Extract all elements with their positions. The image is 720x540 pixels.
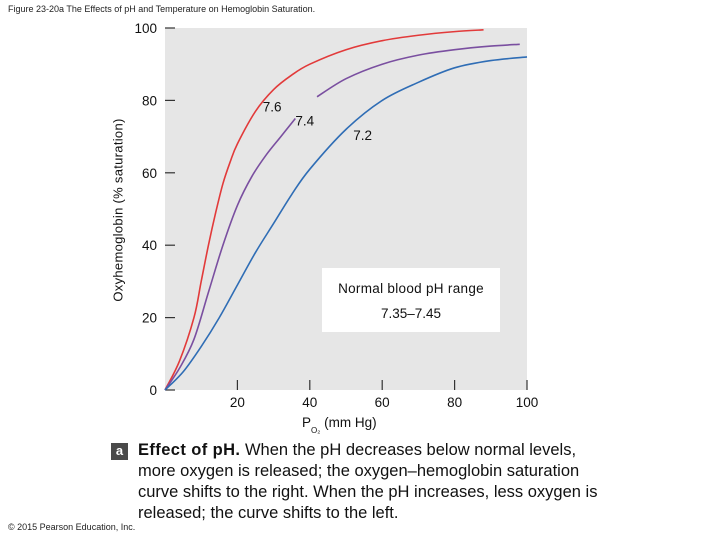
- curve-ph-7-6: [164, 29, 484, 391]
- x-tick-label: 100: [516, 395, 539, 410]
- x-axis-ticks: 20 40 60 80 100: [230, 380, 538, 410]
- curve-label: 7.2: [353, 128, 372, 143]
- curve-label: 7.6: [263, 99, 282, 114]
- figure-title: Figure 23-20a The Effects of pH and Temp…: [8, 4, 316, 14]
- y-tick-label: 20: [142, 311, 157, 326]
- x-tick-label: 20: [230, 395, 245, 410]
- x-axis-label: PO₂ (mm Hg): [302, 415, 377, 435]
- curves: [164, 29, 528, 391]
- y-tick-label: 40: [142, 238, 157, 253]
- caption-lead: Effect of pH.: [138, 441, 241, 459]
- y-tick-label: 80: [142, 93, 157, 108]
- x-axis-label-unit: (mm Hg): [320, 415, 376, 430]
- x-tick-label: 80: [447, 395, 462, 410]
- normal-ph-box-title: Normal blood pH range: [338, 281, 484, 296]
- caption-badge: a: [111, 443, 128, 460]
- y-tick-label: 0: [149, 383, 157, 398]
- plot-background: [165, 28, 527, 390]
- curve-ph-7-2: [164, 56, 528, 391]
- x-tick-label: 40: [302, 395, 317, 410]
- y-tick-label: 60: [142, 166, 157, 181]
- y-axis-ticks: 0 20 40 60 80 100: [134, 21, 175, 398]
- curve-label: 7.4: [295, 114, 314, 129]
- curve-ph-7-4: [164, 118, 296, 391]
- caption-text: When the pH decreases below normal level…: [138, 441, 598, 522]
- copyright: © 2015 Pearson Education, Inc.: [8, 522, 136, 532]
- x-tick-label: 60: [375, 395, 390, 410]
- y-tick-label: 100: [134, 21, 157, 36]
- curve-ph-7-4: [316, 43, 520, 98]
- normal-ph-box: Normal blood pH range 7.35–7.45: [322, 268, 500, 332]
- x-axis-label-sub: O₂: [311, 426, 320, 435]
- normal-ph-box-range: 7.35–7.45: [381, 306, 441, 321]
- curve-labels: 7.6 7.4 7.2: [263, 99, 372, 143]
- caption: Effect of pH. When the pH decreases belo…: [138, 440, 618, 524]
- x-axis-label-main: P: [302, 415, 311, 430]
